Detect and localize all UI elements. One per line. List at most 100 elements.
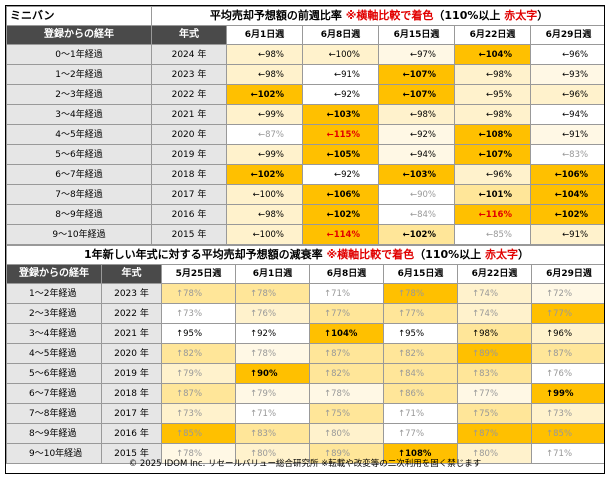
table-row: 5～6年経過 2019 年 ↑79% ↑90% ↑82% ↑84% ↑83% ↑76% bbox=[6, 363, 604, 384]
ratio-cell: ←91% bbox=[529, 124, 604, 145]
ratio-cell: ↑71% bbox=[309, 283, 384, 304]
ratio-cell: ↑92% bbox=[235, 323, 310, 344]
table-row: 4～5年経過 2020 年 ←87% ←115% ←92% ←108% ←91% bbox=[6, 124, 604, 145]
table-row: 9～10年経過 2015 年 ↑78% ↑80% ↑89% ↑108% ↑80% ↑71% bbox=[6, 443, 604, 464]
ratio-cell: ↑79% bbox=[235, 383, 310, 404]
table-row: 6～7年経過 2018 年 ↑87% ↑79% ↑78% ↑86% ↑77% ↑99% bbox=[6, 383, 604, 404]
report-frame: ミニバン 平均売却予想額の前週比率 ※横軸比較で着色（110%以上 赤太字） 登… bbox=[5, 5, 605, 474]
row-model-year: 2021 年 bbox=[101, 323, 162, 344]
col-header-week: 6月8日週 bbox=[302, 25, 379, 45]
ratio-cell: ←98% bbox=[454, 104, 531, 125]
ratio-cell: ←98% bbox=[226, 64, 303, 85]
ratio-cell: ↑80% bbox=[309, 423, 384, 444]
row-model-year: 2016 年 bbox=[151, 204, 227, 225]
col-header-week: 6月22日週 bbox=[457, 264, 532, 284]
row-model-year: 2018 年 bbox=[101, 383, 162, 404]
table1-title: 平均売却予想額の前週比率 ※横軸比較で着色（110%以上 赤太字） bbox=[150, 6, 604, 26]
row-model-year: 2020 年 bbox=[151, 124, 227, 145]
ratio-cell: ↑96% bbox=[531, 323, 604, 344]
ratio-cell: ↑87% bbox=[457, 423, 532, 444]
ratio-cell: ←116% bbox=[454, 204, 531, 225]
ratio-cell: ↑80% bbox=[235, 443, 310, 464]
weekly-ratio-table: ミニバン 平均売却予想額の前週比率 ※横軸比較で着色（110%以上 赤太字） 登… bbox=[6, 6, 604, 245]
table-row: 9～10年経過 2015 年 ←100% ←114% ←102% ←85% ←91% bbox=[6, 224, 604, 245]
ratio-cell: ↑82% bbox=[383, 343, 458, 364]
ratio-cell: ←107% bbox=[378, 64, 455, 85]
category-label: ミニバン bbox=[6, 6, 152, 26]
table2-title: 1年新しい年式に対する平均売却予想額の減衰率 ※横軸比較で着色（110%以上 赤… bbox=[6, 245, 604, 265]
row-model-year: 2018 年 bbox=[151, 164, 227, 185]
col-header-week: 6月15日週 bbox=[378, 25, 455, 45]
ratio-cell: ↑83% bbox=[235, 423, 310, 444]
ratio-cell: ↑87% bbox=[531, 343, 604, 364]
row-age-label: 6～7年経過 bbox=[6, 383, 102, 404]
ratio-cell: ↑77% bbox=[531, 303, 604, 324]
copyright-footer: © 2025 IDOM Inc. リセールバリュー総合研究所 ※転載や改変等の二… bbox=[128, 459, 482, 469]
ratio-cell: ↑73% bbox=[531, 403, 604, 424]
ratio-cell: ↑89% bbox=[309, 443, 384, 464]
row-age-label: 2～3年経過 bbox=[6, 303, 102, 324]
ratio-cell: ←98% bbox=[454, 64, 531, 85]
ratio-cell: ↑77% bbox=[383, 303, 458, 324]
ratio-cell: ←102% bbox=[226, 164, 303, 185]
row-age-label: 9～10年経過 bbox=[6, 224, 152, 245]
row-age-label: 1～2年経過 bbox=[6, 283, 102, 304]
ratio-cell: ←91% bbox=[302, 64, 379, 85]
ratio-cell: ↑95% bbox=[383, 323, 458, 344]
col-header-week: 6月29日週 bbox=[529, 25, 604, 45]
row-age-label: 5～6年経過 bbox=[6, 363, 102, 384]
row-age-label: 3～4年経過 bbox=[6, 323, 102, 344]
table-row: 7～8年経過 2017 年 ←100% ←106% ←90% ←101% ←104% bbox=[6, 184, 604, 205]
ratio-cell: ↑108% bbox=[383, 443, 458, 464]
row-age-label: 4～5年経過 bbox=[6, 343, 102, 364]
ratio-cell: ←92% bbox=[378, 124, 455, 145]
table-row: 2～3年経過 2022 年 ↑73% ↑76% ↑77% ↑77% ↑74% ↑77% bbox=[6, 303, 604, 324]
ratio-cell: ←96% bbox=[529, 44, 604, 65]
col-header-week: 5月25日週 bbox=[161, 264, 236, 284]
ratio-cell: ↑85% bbox=[531, 423, 604, 444]
ratio-cell: ↑77% bbox=[309, 303, 384, 324]
ratio-cell: ↑82% bbox=[161, 343, 236, 364]
ratio-cell: ←107% bbox=[378, 84, 455, 105]
row-age-label: 2～3年経過 bbox=[6, 84, 152, 105]
ratio-cell: ←96% bbox=[529, 84, 604, 105]
table-row: 2～3年経過 2022 年 ←102% ←92% ←107% ←95% ←96% bbox=[6, 84, 604, 105]
row-age-label: 3～4年経過 bbox=[6, 104, 152, 125]
row-age-label: 1～2年経過 bbox=[6, 64, 152, 85]
ratio-cell: ↑71% bbox=[531, 443, 604, 464]
ratio-cell: ↑73% bbox=[161, 403, 236, 424]
ratio-cell: ←84% bbox=[378, 204, 455, 225]
col-header-week: 6月1日週 bbox=[235, 264, 310, 284]
ratio-cell: ←102% bbox=[226, 84, 303, 105]
ratio-cell: ←98% bbox=[226, 44, 303, 65]
ratio-cell: ←102% bbox=[302, 204, 379, 225]
ratio-cell: ←106% bbox=[302, 184, 379, 205]
row-model-year: 2016 年 bbox=[101, 423, 162, 444]
ratio-cell: ↑73% bbox=[161, 303, 236, 324]
col-header-age: 登録からの経年 bbox=[6, 25, 152, 45]
row-model-year: 2020 年 bbox=[101, 343, 162, 364]
row-model-year: 2021 年 bbox=[151, 104, 227, 125]
ratio-cell: ←106% bbox=[529, 164, 604, 185]
ratio-cell: ↑86% bbox=[383, 383, 458, 404]
ratio-cell: ←91% bbox=[529, 224, 604, 245]
ratio-cell: ←96% bbox=[454, 164, 531, 185]
ratio-cell: ←98% bbox=[378, 104, 455, 125]
table-row: 6～7年経過 2018 年 ←102% ←92% ←103% ←96% ←106% bbox=[6, 164, 604, 185]
ratio-cell: ↑78% bbox=[161, 283, 236, 304]
table-row: 1～2年経過 2023 年 ←98% ←91% ←107% ←98% ←93% bbox=[6, 64, 604, 85]
ratio-cell: ↑75% bbox=[309, 403, 384, 424]
table-row: 3～4年経過 2021 年 ↑95% ↑92% ↑104% ↑95% ↑98% ↑96% bbox=[6, 323, 604, 344]
ratio-cell: ↑85% bbox=[161, 423, 236, 444]
table-row: 7～8年経過 2017 年 ↑73% ↑71% ↑75% ↑71% ↑75% ↑73% bbox=[6, 403, 604, 424]
ratio-cell: ←92% bbox=[302, 164, 379, 185]
col-header-year: 年式 bbox=[101, 264, 162, 284]
col-header-week: 6月15日週 bbox=[383, 264, 458, 284]
ratio-cell: ↑84% bbox=[383, 363, 458, 384]
ratio-cell: ←85% bbox=[454, 224, 531, 245]
ratio-cell: ←102% bbox=[529, 204, 604, 225]
ratio-cell: ↑95% bbox=[161, 323, 236, 344]
ratio-cell: ↑74% bbox=[457, 303, 532, 324]
ratio-cell: ↑75% bbox=[457, 403, 532, 424]
row-age-label: 8～9年経過 bbox=[6, 204, 152, 225]
